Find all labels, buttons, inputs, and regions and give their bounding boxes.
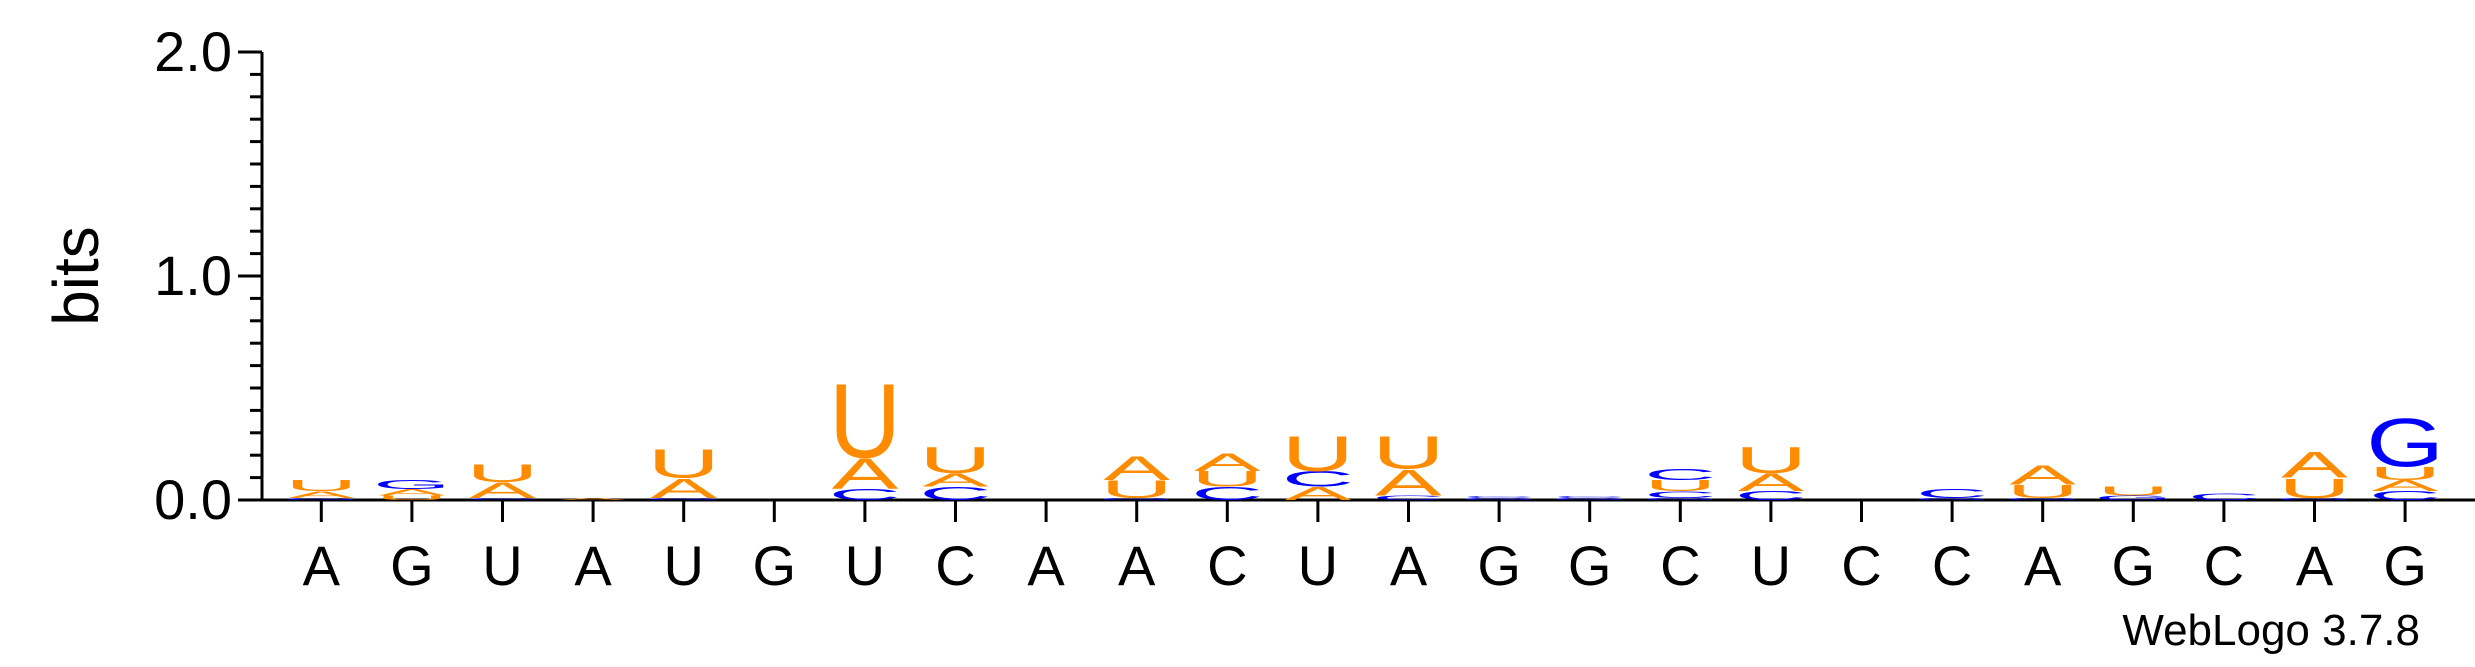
logo-letter-G: G xyxy=(1098,497,1176,500)
logo-letter-G: G xyxy=(2094,494,2172,501)
x-tick-label: C xyxy=(1932,534,1972,597)
logo-letter-U: U xyxy=(1735,439,1807,481)
logo-letter-C: C xyxy=(1644,466,1716,483)
logo-letter-A: A xyxy=(832,450,899,499)
logo-letter-C: C xyxy=(466,497,538,500)
logo-letter-A: A xyxy=(469,478,537,502)
y-tick-label: 1.0 xyxy=(154,244,232,307)
logo-letter-U: U xyxy=(1372,426,1444,479)
logo-letter-U: U xyxy=(919,439,991,481)
logo-letter-C: C xyxy=(1644,489,1716,499)
x-tick-label: G xyxy=(753,534,797,597)
logo-letter-G: G xyxy=(1551,497,1629,500)
logo-letter-G: G xyxy=(1641,497,1719,500)
logo-letter-A: A xyxy=(2009,459,2076,490)
x-tick-label: A xyxy=(2024,534,2062,597)
logo-letter-A: A xyxy=(922,470,989,491)
x-tick-label: C xyxy=(1207,534,1247,597)
logo-letter-A: A xyxy=(1103,449,1170,487)
logo-letter-C: C xyxy=(829,486,901,503)
x-tick-label: U xyxy=(663,534,703,597)
logo-letter-G: G xyxy=(2366,405,2444,482)
logo-letter-G: G xyxy=(2004,497,2082,500)
logo-letter-C: C xyxy=(919,483,991,504)
logo-letter-C: C xyxy=(1191,483,1263,504)
logo-letter-A: A xyxy=(1375,462,1443,504)
logo-letter-A: A xyxy=(2281,444,2349,486)
logo-letter-G: G xyxy=(1460,497,1538,500)
logo-letter-C: C xyxy=(1916,487,1988,501)
x-tick-label: G xyxy=(2112,534,2156,597)
logo-letter-G: G xyxy=(282,497,360,500)
logo-letter-A: A xyxy=(650,473,717,504)
x-tick-label: A xyxy=(1118,534,1156,597)
logo-letter-C: C xyxy=(2188,492,2260,502)
logo-letter-U: U xyxy=(648,442,720,487)
logo-letter-U: U xyxy=(2007,481,2079,502)
x-tick-label: C xyxy=(1660,534,1700,597)
y-axis-title: bits xyxy=(40,226,112,326)
logo-letter-U: U xyxy=(1282,426,1354,481)
x-tick-label: G xyxy=(1477,534,1521,597)
x-tick-label: A xyxy=(2296,534,2334,597)
y-tick-label: 2.0 xyxy=(154,20,232,83)
x-tick-label: U xyxy=(482,534,522,597)
logo-letter-C: C xyxy=(1463,495,1535,498)
logo-letter-U: U xyxy=(2369,463,2441,484)
x-tick-label: C xyxy=(1841,534,1881,597)
x-tick-label: C xyxy=(935,534,975,597)
logo-letter-C: C xyxy=(1735,489,1807,503)
x-tick-label: U xyxy=(1298,534,1338,597)
logo-letter-C: C xyxy=(1372,494,1444,501)
logo-letter-A: A xyxy=(288,489,356,499)
x-tick-label: G xyxy=(1568,534,1612,597)
logo-letter-A: A xyxy=(560,497,628,500)
logo-letter-U: U xyxy=(1191,467,1263,491)
x-tick-label: U xyxy=(1751,534,1791,597)
logo-letter-A: A xyxy=(1738,469,1805,497)
logo-letter-U: U xyxy=(285,477,357,494)
logo-letter-U: U xyxy=(1101,476,1173,504)
logo-letter-U: U xyxy=(466,460,538,488)
logo-letter-U: U xyxy=(376,494,448,501)
logo-letter-C: C xyxy=(1554,495,1626,498)
logo-letter-C: C xyxy=(2369,489,2441,503)
logo-letter-A: A xyxy=(379,487,447,497)
chart-axes: 0.0 1.0 2.0 bits xyxy=(40,20,2475,531)
logo-letter-U: U xyxy=(829,362,901,480)
x-tick-label: U xyxy=(845,534,885,597)
logo-letter-U: U xyxy=(1644,477,1716,494)
logo-letter-G: G xyxy=(645,497,723,500)
x-tick-label: A xyxy=(303,534,341,597)
x-tick-label: A xyxy=(574,534,612,597)
logo-letter-G: G xyxy=(2276,497,2354,500)
logo-letter-G: G xyxy=(1913,497,1991,500)
x-tick-label: A xyxy=(1390,534,1428,597)
logo-letter-A: A xyxy=(1194,449,1261,477)
x-tick-label: C xyxy=(2204,534,2244,597)
logo-letter-G: G xyxy=(373,478,451,492)
logo-letter-C: C xyxy=(1282,467,1354,491)
x-tick-label: A xyxy=(1027,534,1065,597)
weblogo-credit: WebLogo 3.7.8 xyxy=(2122,606,2420,655)
x-tick-label: G xyxy=(390,534,434,597)
x-tick-label: G xyxy=(2383,534,2427,597)
logo-letter-U: U xyxy=(2097,485,2169,499)
y-tick-label: 0.0 xyxy=(154,468,232,531)
logo-letter-A: A xyxy=(1285,483,1352,504)
logo-letter-U: U xyxy=(2278,473,2350,504)
logo-letter-A: A xyxy=(2372,477,2439,494)
